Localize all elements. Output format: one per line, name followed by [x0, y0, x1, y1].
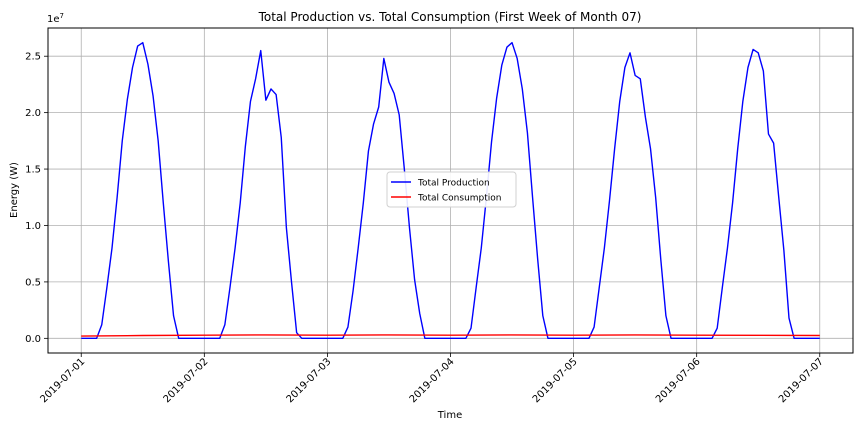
x-tick-label: 2019-07-05 — [531, 356, 580, 405]
x-tick-label: 2019-07-07 — [777, 356, 826, 405]
y-tick-label: 2.0 — [25, 108, 41, 119]
x-axis-label: Time — [437, 410, 462, 421]
y-tick-label: 1.0 — [25, 221, 41, 232]
series-layer — [81, 41, 820, 340]
series-line-total-consumption — [81, 334, 820, 337]
y-tick-label: 0.5 — [25, 277, 41, 288]
y-multiplier-base: 1e — [47, 14, 60, 25]
y-tick-label: 2.5 — [25, 52, 41, 63]
x-tick-label: 2019-07-04 — [408, 356, 457, 405]
chart-title: Total Production vs. Total Consumption (… — [258, 10, 642, 24]
legend-label: Total Consumption — [417, 194, 502, 204]
series-line-total-production — [81, 41, 820, 340]
x-tick-label: 2019-07-02 — [162, 356, 211, 405]
legend-label: Total Production — [417, 179, 490, 189]
legend: Total Production Total Consumption — [386, 171, 517, 208]
y-tick-label: 0.0 — [25, 334, 41, 345]
y-axis-label: Energy (W) — [9, 162, 20, 218]
legend-box — [386, 171, 517, 208]
x-tick-label: 2019-07-01 — [38, 356, 87, 405]
y-tick-label: 1.5 — [25, 165, 41, 176]
ticks-layer: 2019-07-01 2019-07-02 2019-07-03 2019-07-04… — [25, 52, 826, 406]
y-multiplier-exp: 7 — [60, 12, 64, 20]
x-tick-label: 2019-07-06 — [654, 356, 703, 405]
y-axis-multiplier: 1e7 — [47, 12, 64, 25]
x-tick-label: 2019-07-03 — [285, 356, 334, 405]
grid-layer — [48, 28, 853, 353]
